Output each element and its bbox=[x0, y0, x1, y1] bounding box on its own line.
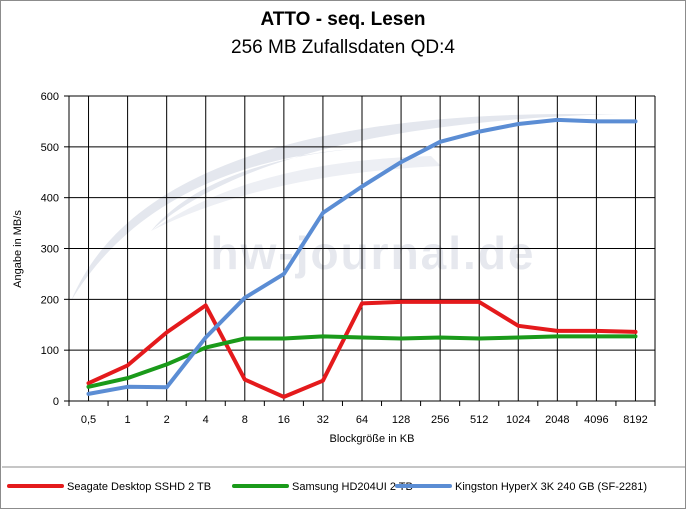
legend-label-1: Seagate Desktop SSHD 2 TB bbox=[67, 481, 211, 493]
x-tick-label: 8 bbox=[242, 414, 248, 426]
y-tick-label: 200 bbox=[41, 294, 59, 306]
series-line-1 bbox=[86, 299, 638, 399]
x-tick-label: 256 bbox=[431, 414, 449, 426]
x-tick-label: 1 bbox=[125, 414, 131, 426]
chart-title: ATTO - seq. Lesen bbox=[260, 9, 425, 30]
x-tick-label: 512 bbox=[470, 414, 488, 426]
series-line-3 bbox=[86, 117, 638, 396]
chart-subtitle: 256 MB Zufallsdaten QD:4 bbox=[231, 37, 455, 58]
y-axis-label: Angabe in MB/s bbox=[12, 210, 24, 288]
y-tick-labels: 0 100 200 300 400 500 600 bbox=[41, 91, 59, 408]
watermark: hw-journal.de bbox=[71, 114, 621, 301]
watermark-text: hw-journal.de bbox=[211, 227, 536, 279]
x-tick-label: 1024 bbox=[506, 414, 530, 426]
x-tick-label: 8192 bbox=[623, 414, 647, 426]
x-tick-label: 4 bbox=[203, 414, 209, 426]
x-tick-label: 4096 bbox=[584, 414, 608, 426]
vertical-gridlines bbox=[68, 96, 656, 406]
y-tick-label: 0 bbox=[53, 396, 59, 408]
series-lines bbox=[86, 117, 638, 399]
y-tick-label: 500 bbox=[41, 142, 59, 154]
x-tick-label: 64 bbox=[356, 414, 368, 426]
x-tick-labels: 0,5 1 2 4 8 16 32 64 128 256 512 1024 2048 4096 8192 bbox=[81, 414, 648, 426]
watermark-swoosh-inner bbox=[151, 156, 441, 231]
x-axis-label: Blockgröße in KB bbox=[330, 433, 415, 445]
legend-label-3: Kingston HyperX 3K 240 GB (SF-2281) bbox=[455, 481, 647, 493]
axes bbox=[68, 96, 656, 402]
x-tick-label: 32 bbox=[317, 414, 329, 426]
y-tick-label: 100 bbox=[41, 345, 59, 357]
horizontal-gridlines bbox=[64, 95, 655, 402]
legend: Seagate Desktop SSHD 2 TB Samsung HD204UI… bbox=[7, 481, 647, 493]
x-tick-label: 16 bbox=[278, 414, 290, 426]
x-tick-label: 2048 bbox=[545, 414, 569, 426]
x-tick-label: 128 bbox=[392, 414, 410, 426]
y-tick-label: 400 bbox=[41, 193, 59, 205]
x-tick-label: 0,5 bbox=[81, 414, 96, 426]
x-tick-label: 2 bbox=[164, 414, 170, 426]
watermark-swoosh-shape bbox=[71, 114, 621, 301]
series-line-2 bbox=[86, 334, 638, 389]
y-tick-label: 300 bbox=[41, 244, 59, 256]
legend-label-2: Samsung HD204UI 2 TB bbox=[292, 481, 413, 493]
y-tick-label: 600 bbox=[41, 91, 59, 103]
